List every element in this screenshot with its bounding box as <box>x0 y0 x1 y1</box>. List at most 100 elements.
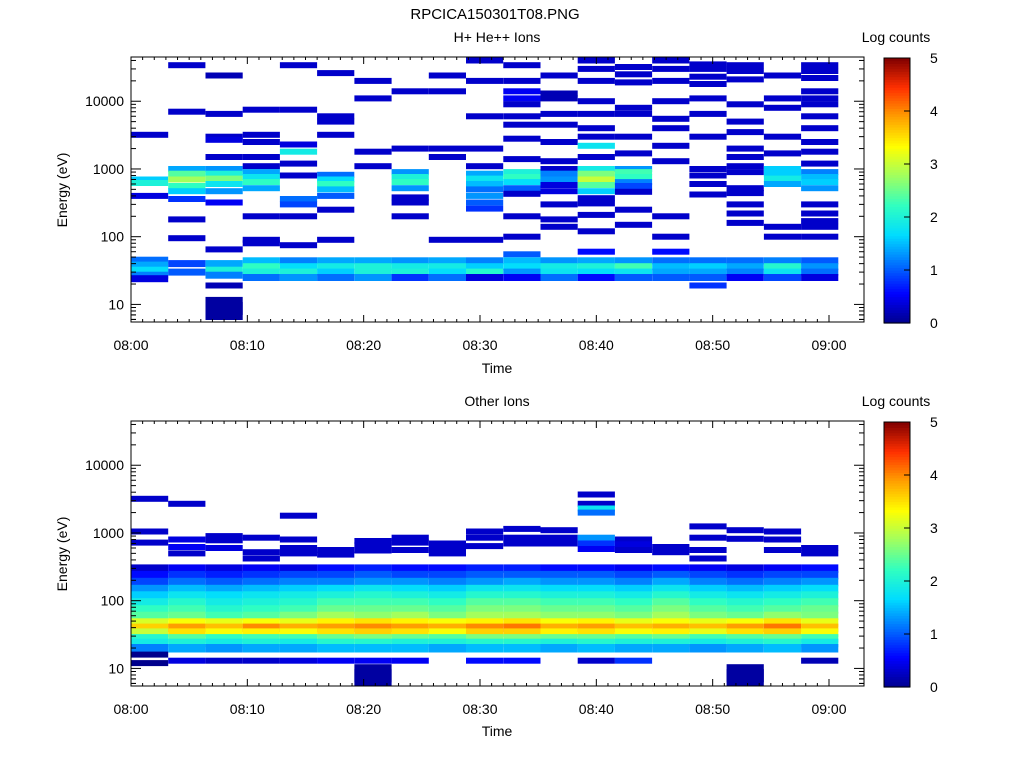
colorbar-label: Log counts <box>862 29 931 45</box>
heatmap-cell <box>801 201 839 208</box>
colorbar-step <box>884 224 910 229</box>
colorbar-step <box>884 103 910 107</box>
heatmap-cell <box>801 634 839 643</box>
heatmap-cell <box>577 657 615 664</box>
heatmap-cell <box>242 591 280 600</box>
heatmap-cell <box>428 274 466 281</box>
heatmap-cell <box>652 257 690 265</box>
colorbar-step <box>884 607 910 611</box>
heatmap-cell <box>540 611 578 621</box>
heatmap-cell <box>131 256 169 264</box>
heatmap-cell <box>391 644 429 653</box>
colorbar-step <box>884 275 910 279</box>
y-tick-label: 1000 <box>93 525 124 541</box>
heatmap-cell <box>726 268 764 276</box>
heatmap-cell <box>503 657 541 664</box>
colorbar-step <box>884 156 910 160</box>
colorbar-step <box>884 488 910 492</box>
y-tick-label: 1000 <box>93 161 124 177</box>
heatmap-cell <box>242 657 280 664</box>
heatmap-cell <box>540 644 578 653</box>
heatmap-cell <box>689 584 727 594</box>
colorbar-step <box>884 108 910 112</box>
colorbar-step <box>884 174 910 178</box>
heatmap-cell <box>726 257 764 265</box>
heatmap-cell <box>131 605 169 614</box>
heatmap-cell <box>242 154 280 160</box>
heatmap-cell <box>763 233 802 240</box>
heatmap-cell <box>242 268 280 276</box>
heatmap-cell <box>428 611 466 621</box>
heatmap-cell <box>168 235 206 242</box>
heatmap-cell <box>763 628 802 637</box>
colorbar-step <box>884 591 910 595</box>
heatmap-cell <box>614 634 653 643</box>
heatmap-cell <box>577 77 615 84</box>
heatmap-cell <box>317 131 355 138</box>
colorbar-step <box>884 482 910 487</box>
colorbar-step <box>884 437 910 442</box>
colorbar-step <box>884 530 910 534</box>
heatmap-cell <box>168 260 206 268</box>
heatmap-cell <box>205 181 243 187</box>
colorbar-step <box>884 182 910 186</box>
colorbar-step <box>884 124 910 128</box>
heatmap-cell <box>540 72 578 79</box>
heatmap-cell <box>466 528 504 535</box>
colorbar-step <box>884 79 910 83</box>
heatmap-cell <box>763 623 802 633</box>
heatmap-cell <box>205 638 243 648</box>
heatmap-cell <box>131 634 169 643</box>
heatmap-cell <box>763 547 802 553</box>
heatmap-cell <box>279 536 318 543</box>
heatmap-cell <box>466 170 504 177</box>
heatmap-cell <box>801 274 839 281</box>
heatmap-cell <box>391 539 429 546</box>
heatmap-cell <box>763 570 802 580</box>
heatmap-cell <box>503 618 541 627</box>
heatmap-cell <box>726 163 764 170</box>
colorbar-step <box>884 549 910 553</box>
heatmap-cell <box>391 145 429 152</box>
heatmap-cell <box>131 539 169 546</box>
heatmap-cell <box>726 201 764 208</box>
heatmap-cell <box>614 605 653 614</box>
colorbar-step <box>884 264 910 268</box>
heatmap-cell <box>242 185 280 192</box>
heatmap-cell <box>726 535 764 542</box>
heatmap-cell <box>205 166 243 172</box>
heatmap-cell <box>652 263 690 271</box>
colorbar-step <box>884 493 910 497</box>
heatmap-cell <box>466 638 504 648</box>
heatmap-cell <box>503 605 541 614</box>
heatmap-cell <box>242 106 280 113</box>
heatmap-cell <box>391 268 429 276</box>
heatmap-cell <box>354 542 392 549</box>
heatmap-cell <box>279 196 318 202</box>
heatmap-cell <box>168 570 206 580</box>
heatmap-cell <box>205 570 243 580</box>
heatmap-cell <box>131 564 169 573</box>
heatmap-cell <box>726 605 764 614</box>
colorbar-step <box>884 440 910 444</box>
heatmap-cell <box>354 570 392 580</box>
colorbar-step <box>884 509 910 513</box>
colorbar-step <box>884 111 910 115</box>
heatmap-cell <box>763 611 802 621</box>
heatmap-cell <box>466 186 504 193</box>
panel-other-ions: Other Ions Time Energy (eV) Log counts 0… <box>54 393 938 739</box>
heatmap-cell <box>801 233 839 240</box>
heatmap-cell <box>577 248 615 255</box>
heatmap-cell <box>131 192 169 199</box>
heatmap-cell <box>726 638 764 648</box>
heatmap-cell <box>131 623 169 633</box>
heatmap-cell <box>577 142 615 149</box>
heatmap-cell <box>763 181 802 187</box>
heatmap-cell <box>614 257 653 265</box>
colorbar-step <box>884 520 910 524</box>
heatmap-cell <box>391 547 429 553</box>
heatmap-cell <box>428 88 466 95</box>
heatmap-cell <box>466 257 504 265</box>
heatmap-cells <box>131 491 839 686</box>
heatmap-cell <box>726 118 764 125</box>
